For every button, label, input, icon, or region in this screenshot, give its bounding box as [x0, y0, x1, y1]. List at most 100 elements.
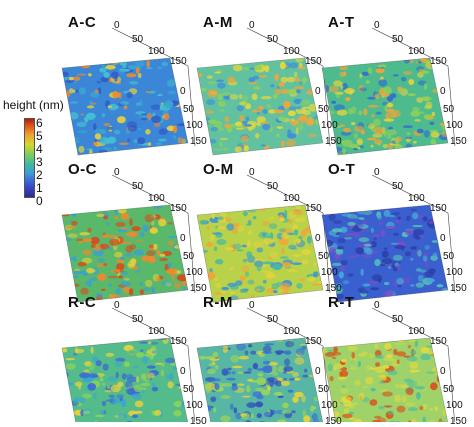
surface-feature: [371, 388, 376, 392]
surface-feature: [271, 283, 279, 289]
surface-feature: [283, 101, 290, 109]
surface-feature: [129, 244, 136, 249]
surface-feature: [410, 246, 417, 249]
surface-feature: [404, 277, 410, 283]
tick-label: 150: [450, 136, 467, 147]
surface-feature: [264, 412, 271, 418]
surface-feature: [87, 228, 91, 233]
surface-feature: [247, 231, 252, 235]
surface-feature: [379, 264, 385, 266]
surface-feature: [124, 414, 127, 418]
surface-feature: [414, 119, 421, 122]
tick-label: 0: [374, 167, 380, 178]
surface-feature: [135, 240, 143, 242]
surface-feature: [73, 284, 79, 287]
surface-feature: [79, 232, 90, 235]
surface-feature: [213, 352, 219, 358]
surface-feature: [366, 80, 370, 84]
surface-feature: [337, 246, 344, 249]
surface-feature: [413, 141, 417, 144]
surface-feature: [441, 131, 449, 137]
tick-label: 0: [249, 300, 255, 311]
surface-feature: [117, 207, 126, 214]
surface-feature: [154, 122, 160, 127]
surface-feature: [123, 242, 131, 244]
tick-label: 0: [374, 300, 380, 311]
surface-feature: [397, 406, 406, 413]
surface-feature: [296, 89, 301, 93]
surface-feature: [102, 383, 105, 386]
surface-feature: [302, 77, 308, 81]
surface-feature: [426, 372, 437, 374]
surface-feature: [232, 366, 243, 369]
surface-feature: [384, 129, 387, 136]
tick-label: 100: [283, 326, 300, 337]
surface-feature: [158, 219, 166, 226]
surface-feature: [158, 139, 167, 142]
surface-feature: [242, 245, 247, 248]
surface-feature: [433, 252, 438, 257]
surface-feature: [299, 63, 303, 68]
surface-feature: [279, 217, 284, 222]
surface-feature: [292, 262, 302, 265]
surface-feature: [246, 251, 252, 257]
surface-feature: [339, 271, 344, 278]
surface-feature: [305, 227, 314, 233]
surface-feature: [383, 291, 392, 297]
surface-feature: [70, 257, 76, 259]
surface-feature: [152, 350, 158, 354]
surface-feature: [136, 103, 140, 106]
surface-feature: [385, 226, 396, 229]
surface-feature: [276, 352, 282, 355]
surface-feature: [294, 357, 304, 364]
surface-feature: [215, 72, 221, 74]
surface-feature: [289, 62, 299, 68]
tick-label: 100: [186, 267, 203, 278]
surface-feature: [429, 408, 433, 410]
surface-feature: [383, 144, 389, 148]
surface-feature: [296, 77, 300, 82]
tick-label: 50: [183, 104, 194, 115]
surface-feature: [235, 282, 241, 284]
surface-feature: [286, 77, 295, 82]
surface-feature: [109, 239, 119, 246]
surface-feature: [144, 376, 150, 382]
surface-feature: [337, 110, 348, 116]
surface-feature: [106, 399, 115, 402]
surface-feature: [245, 124, 252, 127]
surface-feature: [395, 220, 401, 223]
surface-feature: [83, 250, 92, 256]
surface-feature: [304, 369, 307, 373]
surface-feature: [107, 248, 113, 250]
surface-feature: [232, 244, 241, 250]
surface-feature: [208, 119, 217, 123]
surface-feature: [147, 366, 156, 369]
surface-feature: [173, 402, 181, 407]
tick-label: 150: [450, 283, 467, 294]
surface-feature: [272, 372, 278, 376]
surface-feature: [215, 259, 223, 264]
surface-feature: [272, 366, 277, 373]
surface-feature: [357, 147, 360, 149]
surface-o-m: [197, 205, 324, 302]
surface-feature: [115, 361, 122, 367]
surface-feature: [215, 226, 218, 229]
surface-feature: [79, 87, 86, 94]
surface-feature: [124, 105, 128, 109]
tick-label: 50: [443, 251, 454, 262]
surface-feature: [273, 290, 277, 293]
surface-feature: [347, 222, 356, 226]
surface-feature: [142, 356, 148, 364]
surface-feature: [401, 77, 406, 82]
surface-feature: [196, 73, 203, 78]
tick-label: 50: [267, 181, 278, 192]
tick-label: 50: [267, 314, 278, 325]
surface-feature: [415, 386, 425, 390]
surface-feature: [84, 370, 90, 373]
surface-feature: [296, 283, 302, 289]
surface-feature: [237, 105, 244, 111]
tick-label: 150: [305, 336, 322, 347]
surface-feature: [394, 395, 401, 403]
surface-feature: [82, 238, 92, 242]
tick-label: 50: [132, 181, 143, 192]
